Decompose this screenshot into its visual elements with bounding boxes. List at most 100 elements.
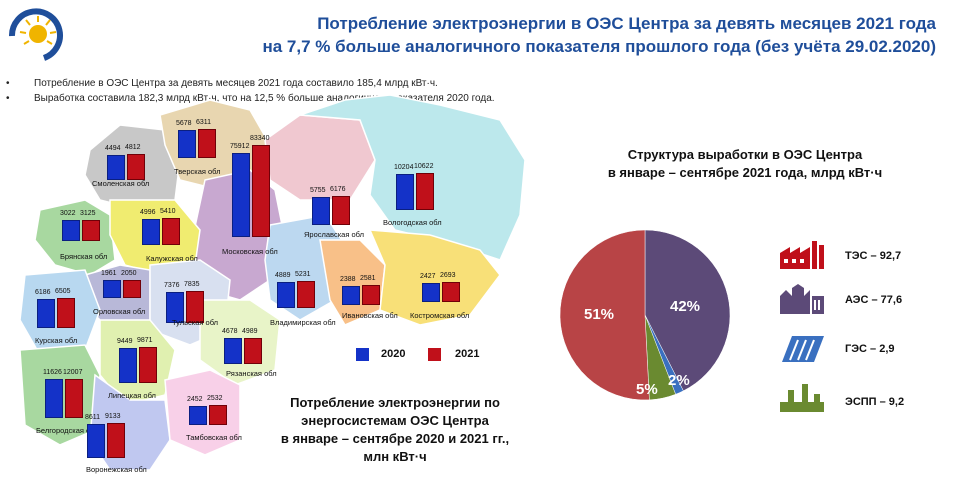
pie-pct-espp: 5% (636, 381, 658, 398)
bar-2020 (342, 285, 360, 305)
bar-2021 (65, 378, 83, 418)
bar-value-2021: 9133 (105, 413, 121, 421)
bar-2020 (312, 196, 330, 225)
bar-value-2021: 10622 (414, 162, 434, 170)
bar-2021 (209, 405, 227, 425)
bar-2020 (119, 347, 137, 383)
bar-value-2021: 5231 (295, 271, 311, 279)
region-label: Владимирская обл (270, 318, 336, 327)
region-label: Ярославская обл (304, 230, 364, 239)
bar-value-2021: 12007 (63, 368, 83, 376)
bar-2020 (189, 405, 207, 425)
bar-2020 (45, 379, 63, 418)
pie-pct-tes: 51% (584, 306, 615, 323)
bar-value-2021: 2693 (440, 271, 456, 279)
region-label: Калужская обл (146, 254, 198, 263)
bar-2020 (224, 338, 242, 364)
region-label: Орловская обл (93, 307, 146, 316)
bar-2021 (297, 281, 315, 308)
region-label: Смоленская обл (92, 179, 150, 188)
bar-2020 (396, 173, 414, 210)
bar-2020 (277, 281, 295, 308)
summary-bullets: • Потребление в ОЭС Центра за девять меся… (6, 76, 495, 106)
legend-tes: ТЭС – 92,7 (845, 250, 902, 262)
bar-value-2020: 9449 (117, 337, 133, 345)
pie-title: Структура выработки в ОЭС Центра в январ… (607, 147, 883, 180)
bar-value-2021: 83340 (250, 135, 270, 142)
region-label: Рязанская обл (226, 369, 277, 378)
pie-slice (644, 229, 731, 392)
bar-2021 (123, 280, 141, 298)
bar-value-2021: 6176 (330, 186, 346, 194)
bar-value-2021: 5410 (160, 207, 176, 215)
bar-2021 (362, 285, 380, 305)
bar-2020 (232, 153, 250, 237)
bar-value-2021: 4989 (242, 327, 258, 335)
bar-2020 (37, 299, 55, 328)
bar-value-2020: 2427 (420, 272, 436, 280)
bar-value-2020: 2388 (340, 275, 356, 283)
region-label: Воронежская обл (86, 465, 147, 474)
region-label: Ивановская обл (342, 311, 398, 320)
bar-value-2020: 4889 (275, 271, 291, 279)
nuclear-plant-icon (780, 284, 824, 314)
bar-2020 (62, 219, 80, 241)
bar-value-2021: 6505 (55, 288, 71, 296)
bar-2021 (442, 281, 460, 302)
bar-value-2020: 6186 (35, 289, 51, 297)
bar-value-2021: 2581 (360, 275, 376, 283)
title-line-1: Потребление электроэнергии в ОЭС Центра … (317, 14, 936, 33)
region-label: Белгородская обл (36, 426, 99, 435)
region-label: Московская обл (222, 247, 278, 256)
bar-2021 (57, 298, 75, 328)
factory-icon (780, 241, 824, 269)
generation-pie-chart (559, 229, 731, 401)
region-label: Вологодская обл (383, 218, 442, 227)
map-title: Потребление электроэнергии по энергосист… (280, 395, 510, 464)
bar-value-2021: 4812 (125, 144, 141, 152)
legend-2020-label: 2020 (381, 348, 406, 360)
bar-value-2021: 2050 (121, 270, 137, 278)
bar-value-2021: 7835 (184, 280, 200, 288)
dam-icon (782, 336, 824, 362)
so-ups-logo (8, 8, 63, 61)
region-label: Тверская обл (174, 167, 221, 176)
bar-value-2020: 10204 (394, 163, 414, 171)
bar-value-2020: 11626 (43, 369, 62, 377)
bullet-item: • Выработка составила 182,3 млрд кВт·ч, ч… (6, 93, 495, 104)
bar-value-2020: 2452 (187, 395, 203, 403)
bar-value-2020: 5755 (310, 186, 326, 194)
bar-2020 (166, 291, 184, 323)
industrial-plant-icon (780, 384, 824, 412)
bar-value-2020: 8611 (85, 414, 101, 422)
region-label: Курская обл (35, 336, 78, 345)
pie-slice (559, 229, 650, 401)
region-label: Тамбовская обл (186, 433, 242, 442)
region-label: Липецкая обл (108, 391, 156, 400)
pie-pct-aes: 42% (670, 298, 701, 315)
legend-2021-swatch (428, 348, 441, 361)
region-label: Брянская обл (60, 252, 108, 261)
bar-value-2021: 6311 (196, 118, 212, 126)
region-label: Костромская обл (410, 311, 470, 320)
bar-2021 (139, 347, 157, 383)
bar-value-2020: 4494 (105, 144, 121, 152)
bar-value-2020: 5678 (176, 120, 192, 128)
bar-2020 (103, 280, 121, 298)
legend-aes: АЭС – 77,6 (845, 294, 903, 306)
bar-value-2021: 9871 (137, 337, 153, 345)
bar-2021 (107, 423, 125, 458)
bar-2020 (422, 282, 440, 302)
bar-value-2020: 7376 (164, 281, 180, 289)
bar-value-2020: 75912 (230, 143, 250, 150)
bar-value-2020: 3022 (60, 209, 76, 217)
pie-pct-ges: 2% (668, 372, 690, 389)
bar-2020 (142, 218, 160, 245)
bar-value-2020: 4996 (140, 208, 156, 216)
bar-2021 (82, 219, 100, 241)
bar-2021 (186, 290, 204, 323)
map-region-kostroma (368, 229, 501, 326)
bar-2021 (416, 172, 434, 210)
bar-2020 (87, 424, 105, 458)
bar-2021 (198, 128, 216, 158)
